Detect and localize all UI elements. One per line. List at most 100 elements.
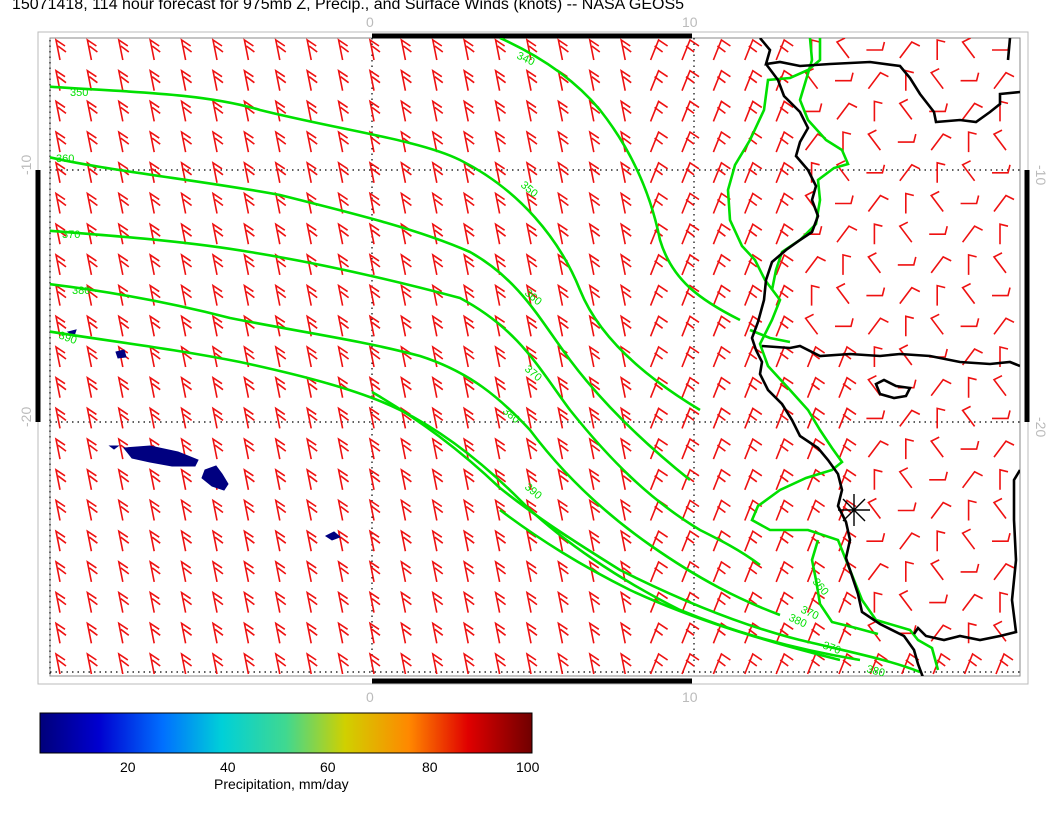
- wind-barb: [431, 498, 444, 521]
- wind-barb: [117, 222, 130, 245]
- wind-barb: [866, 287, 886, 297]
- wind-barb: [867, 497, 882, 519]
- wind-barb: [243, 468, 255, 490]
- wind-barb: [898, 467, 913, 489]
- wind-barb: [243, 560, 255, 583]
- wind-barb: [588, 621, 601, 644]
- wind-barb: [681, 130, 700, 153]
- wind-barb: [117, 130, 130, 153]
- wind-barb: [897, 133, 917, 143]
- wind-barb: [681, 100, 700, 122]
- wind-barb: [337, 406, 350, 429]
- wind-barb: [463, 68, 475, 91]
- wind-barb: [806, 652, 826, 675]
- contour-390: [50, 330, 861, 662]
- wind-barb: [431, 621, 444, 644]
- wind-barb: [999, 591, 1009, 613]
- wind-barb: [525, 529, 538, 552]
- wind-barb: [243, 161, 255, 183]
- wind-barb: [368, 68, 381, 91]
- wind-barb: [274, 560, 287, 583]
- wind-barb: [431, 375, 444, 398]
- wind-barb: [86, 130, 98, 153]
- wind-barb: [867, 562, 889, 581]
- contour-label-380a: 380: [72, 285, 90, 297]
- wind-barb: [463, 130, 475, 153]
- wind-barb: [211, 283, 224, 306]
- wind-barb: [211, 38, 224, 61]
- wind-barb: [54, 283, 67, 306]
- wind-barb: [86, 314, 98, 337]
- wind-barb: [525, 345, 538, 368]
- wind-barb: [431, 406, 444, 429]
- wind-barb: [557, 406, 569, 429]
- wind-barb: [180, 560, 193, 583]
- wind-barb: [368, 222, 381, 245]
- wind-barb: [897, 502, 917, 512]
- wind-barb: [588, 38, 601, 61]
- wind-barb: [960, 440, 980, 450]
- wind-barb: [274, 498, 287, 521]
- wind-barb: [306, 590, 318, 613]
- wind-barb: [588, 406, 601, 429]
- wind-barb: [588, 590, 601, 613]
- wind-barb: [525, 99, 538, 122]
- wind-barb: [993, 317, 1015, 335]
- top-tick-0: 0: [366, 14, 374, 30]
- wind-barb: [620, 253, 632, 276]
- wind-barb: [86, 529, 98, 552]
- wind-barb: [463, 529, 475, 552]
- wind-barb: [588, 345, 601, 368]
- wind-barb: [649, 130, 669, 153]
- wind-barb: [494, 283, 507, 306]
- wind-barb: [274, 222, 287, 245]
- wind-barb: [54, 68, 67, 91]
- wind-barb: [649, 652, 669, 675]
- wind-barb: [274, 345, 287, 368]
- wind-barb: [588, 161, 601, 183]
- wind-barb: [86, 406, 98, 429]
- wind-barb: [117, 375, 130, 398]
- wind-barb: [681, 407, 700, 429]
- wind-barb: [557, 222, 569, 245]
- wind-barb: [867, 194, 889, 212]
- wind-barb: [712, 222, 731, 245]
- contour-350: [50, 85, 701, 412]
- wind-barb: [368, 498, 381, 521]
- colorbar-label: Precipitation, mm/day: [214, 776, 349, 792]
- colorbar-tick-100: 100: [516, 759, 540, 775]
- wind-barb: [620, 99, 632, 122]
- wind-barb: [494, 99, 507, 122]
- wind-barb: [525, 406, 538, 429]
- wind-barb: [180, 345, 193, 368]
- wind-barb: [274, 406, 287, 429]
- wind-barb: [775, 345, 794, 368]
- wind-barb: [557, 498, 569, 521]
- contour-label-380b: 380: [500, 405, 522, 426]
- wind-barb: [368, 38, 381, 61]
- contour-inland-2: [810, 539, 879, 636]
- wind-barb: [620, 498, 632, 521]
- wind-barb: [867, 252, 882, 274]
- wind-barb: [905, 69, 914, 91]
- wind-barb: [180, 283, 193, 306]
- wind-barb: [961, 38, 976, 59]
- wind-barb: [960, 318, 980, 328]
- wind-barb: [243, 437, 255, 460]
- wind-barb: [649, 284, 669, 306]
- wind-barb: [149, 468, 161, 490]
- wind-barb: [960, 72, 980, 82]
- wind-barb: [744, 100, 763, 122]
- wind-barb: [149, 283, 161, 306]
- wind-barb: [274, 437, 287, 460]
- wind-barb: [463, 38, 475, 61]
- wind-barb: [835, 318, 854, 328]
- wind-barb: [588, 468, 601, 490]
- wind-barb: [835, 160, 850, 182]
- wind-barb: [649, 560, 669, 583]
- wind-barb: [557, 161, 569, 183]
- wind-barb: [211, 560, 224, 583]
- wind-barb: [838, 376, 857, 398]
- wind-barb: [306, 468, 318, 490]
- wind-barb: [243, 99, 255, 122]
